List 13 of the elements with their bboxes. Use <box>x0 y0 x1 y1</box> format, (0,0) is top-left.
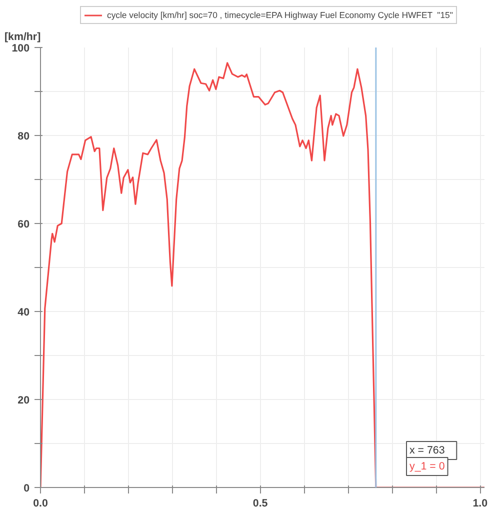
y-tick-label: 100 <box>12 42 30 54</box>
x-tick-label: 1.0 <box>472 498 488 510</box>
legend-label: cycle velocity [km/hr] soc=70 , timecycle=EPA Highway Fuel Economy Cycle HWFET "15" <box>107 10 453 20</box>
y-tick-label: 20 <box>18 394 30 406</box>
y-axis-title: [km/hr] <box>4 31 41 43</box>
y-tick-label: 40 <box>18 306 30 318</box>
annotation: x = 763 <box>410 444 445 456</box>
x-tick-label: 0.5 <box>252 498 268 510</box>
annotation: y_1 = 0 <box>410 460 445 472</box>
y-tick-label: 0 <box>24 482 30 494</box>
y-tick-label: 80 <box>18 130 30 142</box>
x-tick-label: 0.0 <box>33 498 48 510</box>
y-tick-label: 60 <box>18 218 30 230</box>
